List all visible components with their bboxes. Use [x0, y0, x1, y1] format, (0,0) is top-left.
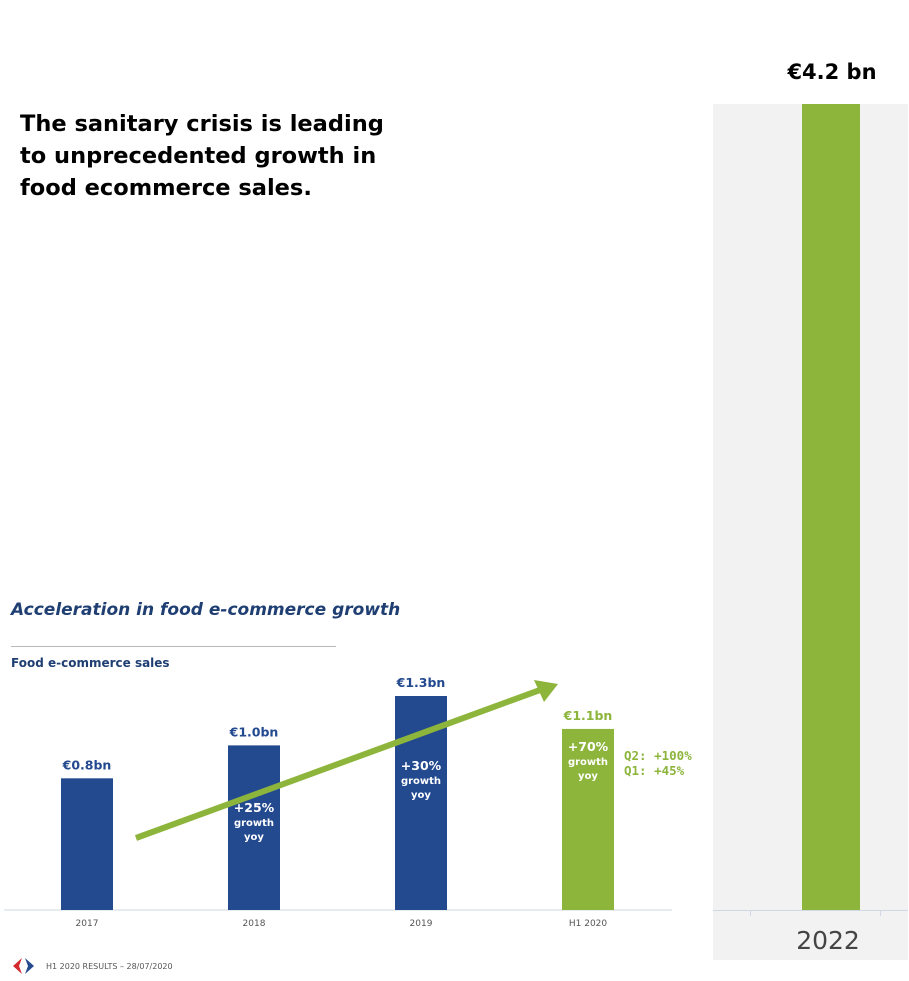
- projection-tick: [750, 910, 751, 916]
- headline: The sanitary crisis is leading to unprec…: [20, 111, 384, 201]
- trend-arrow-head: [534, 680, 558, 702]
- chart-title: Food e-commerce sales: [11, 656, 170, 670]
- trend-arrow: [134, 687, 542, 841]
- value-label-2022: €4.2 bn: [787, 60, 877, 84]
- quarter-notes: Q2: +100% Q1: +45%: [624, 748, 692, 778]
- footer-text: H1 2020 RESULTS – 28/07/2020: [46, 962, 173, 971]
- category-label-h1-2020: H1 2020: [569, 919, 608, 929]
- bar-2018: [228, 745, 280, 910]
- bar-2022: [802, 104, 860, 910]
- growth-label-2018: +25% growth yoy: [234, 800, 275, 843]
- section-divider: [11, 646, 336, 647]
- growth-label-2019: +30% growth yoy: [401, 758, 442, 801]
- growth-label-h1-2020: +70% growth yoy: [568, 739, 609, 782]
- category-label-2022: 2022: [796, 926, 860, 955]
- value-label-2019: €1.3bn: [396, 675, 446, 690]
- bar-2017: [61, 778, 113, 910]
- food-ecommerce-chart: €0.8bn 2017 €1.0bn 2018 +25% growth yoy €1.3bn 2…: [4, 675, 672, 929]
- bar-h1-2020: [562, 728, 614, 910]
- category-label-2017: 2017: [76, 919, 99, 929]
- value-label-h1-2020: €1.1bn: [563, 708, 613, 723]
- value-label-2018: €1.0bn: [229, 724, 279, 739]
- projection-tick: [880, 910, 881, 916]
- value-label-2017: €0.8bn: [62, 757, 112, 772]
- category-label-2018: 2018: [243, 919, 266, 929]
- category-label-2019: 2019: [410, 919, 433, 929]
- section-title: Acceleration in food e-commerce growth: [11, 600, 401, 620]
- carrefour-logo-icon: [10, 957, 38, 980]
- projection-axis: [713, 910, 908, 911]
- q2-note: Q2: +100%: [624, 748, 692, 763]
- q1-note: Q1: +45%: [624, 763, 685, 778]
